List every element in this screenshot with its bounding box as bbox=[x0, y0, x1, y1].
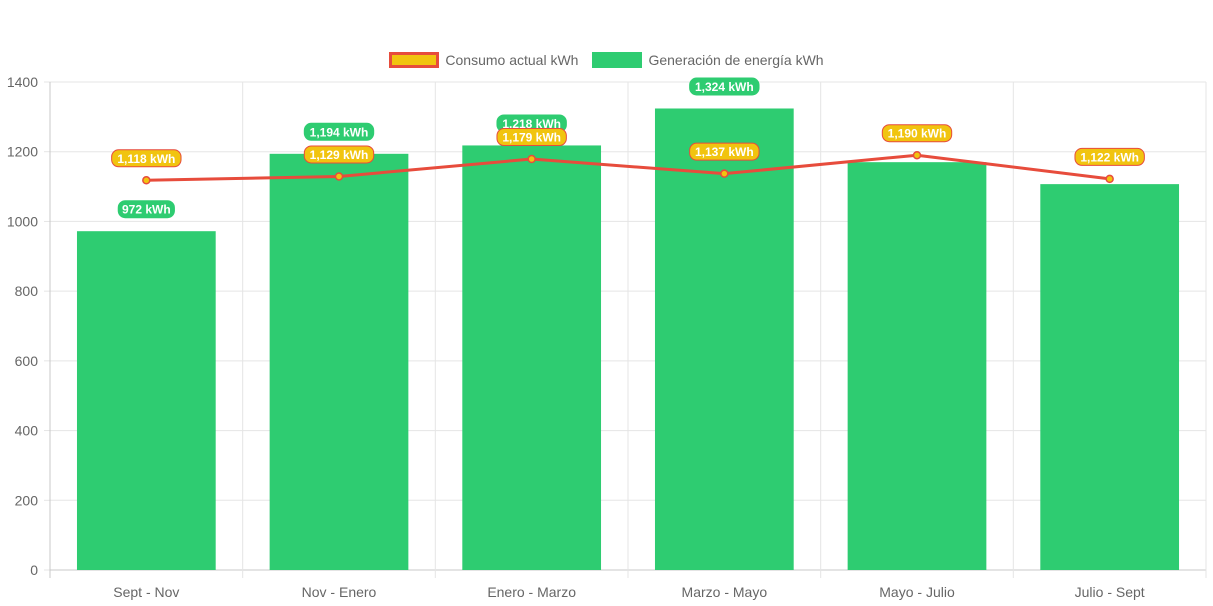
legend-item-generacion[interactable]: Generación de energía kWh bbox=[592, 52, 824, 68]
line-point bbox=[1105, 174, 1114, 184]
bar-data-label: 1,194 kWh bbox=[303, 122, 375, 141]
line-data-label: 1,122 kWh bbox=[1074, 147, 1145, 166]
legend-swatch-consumo bbox=[389, 52, 440, 68]
bar-data-label-bg bbox=[689, 77, 760, 96]
line-series bbox=[146, 153, 1110, 182]
bar bbox=[654, 108, 794, 571]
legend: Consumo actual kWh Generación de energía… bbox=[0, 52, 1213, 68]
bar-data-label-text: 1,194 kWh bbox=[310, 125, 369, 139]
bar bbox=[847, 162, 987, 570]
line-point bbox=[334, 172, 344, 181]
line-data-label-text: 1,179 kWh bbox=[502, 131, 561, 145]
bar bbox=[1040, 184, 1180, 571]
line-data-label-text: 1,118 kWh bbox=[117, 152, 175, 166]
line-data-label-bg bbox=[881, 124, 953, 143]
line-data-label-text: 1,122 kWh bbox=[1080, 150, 1139, 164]
bar-data-label: 1,218 kWh bbox=[496, 114, 567, 133]
y-tick-label: 200 bbox=[15, 492, 39, 508]
line-point bbox=[912, 150, 922, 160]
line-data-label-bg bbox=[111, 149, 182, 168]
legend-label-consumo: Consumo actual kWh bbox=[445, 52, 579, 68]
legend-label-generacion: Generación de energía kWh bbox=[648, 52, 824, 68]
line-data-label: 1,179 kWh bbox=[496, 128, 567, 147]
bar-data-label-text: 1,324 kWh bbox=[695, 80, 754, 94]
bar bbox=[269, 153, 409, 570]
line-data-label: 1,129 kWh bbox=[303, 145, 375, 164]
line-data-label: 1,190 kWh bbox=[881, 124, 953, 143]
y-tick-label: 1200 bbox=[7, 144, 38, 160]
bar-data-label: 972 kWh bbox=[117, 200, 175, 219]
x-tick-label: Marzo - Mayo bbox=[682, 584, 768, 600]
x-tick-label: Julio - Sept bbox=[1075, 584, 1145, 600]
y-tick-label: 1400 bbox=[7, 74, 38, 90]
bar-data-label-bg bbox=[303, 122, 375, 141]
line-point bbox=[527, 154, 536, 164]
line-data-label-bg bbox=[1074, 147, 1145, 166]
x-tick-label: Nov - Enero bbox=[302, 584, 377, 600]
y-tick-label: 400 bbox=[15, 423, 39, 439]
bar-data-label-bg bbox=[117, 200, 175, 219]
bar-data-label-text: 1,218 kWh bbox=[502, 117, 561, 131]
line-point bbox=[720, 169, 729, 178]
x-tick-label: Enero - Marzo bbox=[487, 584, 576, 600]
line-data-label-bg bbox=[303, 145, 375, 164]
line-data-label: 1,118 kWh bbox=[111, 149, 182, 168]
y-tick-label: 600 bbox=[15, 353, 39, 369]
bar bbox=[76, 231, 216, 570]
y-tick-label: 1000 bbox=[7, 213, 38, 229]
bar-data-label: 1,324 kWh bbox=[689, 77, 760, 96]
line-data-label-text: 1,129 kWh bbox=[310, 148, 369, 162]
line-data-label-bg bbox=[689, 142, 760, 161]
line-data-label: 1,137 kWh bbox=[689, 142, 760, 161]
x-tick-label: Mayo - Julio bbox=[879, 584, 955, 600]
legend-swatch-generacion bbox=[592, 52, 643, 68]
line-data-label-text: 1,190 kWh bbox=[888, 127, 947, 141]
bar bbox=[462, 145, 602, 570]
legend-item-consumo[interactable]: Consumo actual kWh bbox=[389, 52, 578, 68]
line-data-label-text: 1,137 kWh bbox=[695, 145, 754, 159]
line-point bbox=[142, 176, 151, 185]
bar-data-label-text: 972 kWh bbox=[122, 203, 171, 217]
line-data-label-bg bbox=[496, 128, 567, 147]
y-tick-label: 800 bbox=[15, 283, 39, 299]
x-tick-label: Sept - Nov bbox=[113, 584, 179, 600]
y-tick-label: 0 bbox=[30, 562, 38, 578]
